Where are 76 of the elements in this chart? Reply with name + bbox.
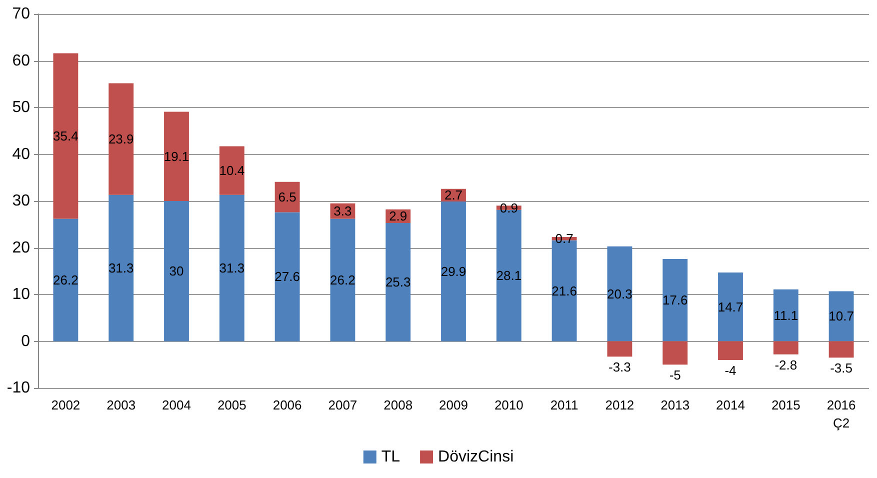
x-tick-label: 2012 — [605, 398, 634, 412]
data-label: 20.3 — [607, 286, 632, 302]
y-tick-label: 40 — [12, 146, 30, 163]
data-label: 35.4 — [53, 128, 78, 144]
bar — [330, 218, 356, 342]
data-label: 2.7 — [444, 188, 463, 203]
data-label: 14.7 — [718, 299, 744, 314]
bar — [662, 341, 688, 365]
bar — [773, 341, 798, 354]
x-tick-label: 2009 — [439, 398, 468, 412]
bar — [53, 218, 78, 342]
x-tick-label: 2015 — [771, 398, 800, 412]
bar — [164, 112, 189, 201]
bar — [219, 194, 244, 342]
x-tick-label: 2003 — [106, 398, 136, 412]
y-tick-label: 50 — [12, 99, 30, 116]
data-label: 6.5 — [278, 190, 296, 205]
data-label: 21.6 — [552, 283, 577, 298]
data-label: -4 — [724, 362, 736, 378]
bar — [164, 201, 189, 342]
y-tick-label: 60 — [12, 52, 30, 70]
bar — [773, 289, 798, 342]
data-label: 11.1 — [774, 308, 798, 323]
data-label: 26.2 — [53, 272, 78, 288]
data-label: 23.9 — [108, 132, 134, 147]
x-tick-label: 2008 — [384, 398, 413, 412]
bar — [386, 222, 411, 342]
x-tick-label: 2004 — [162, 398, 191, 412]
data-label: -3.3 — [608, 360, 631, 375]
bar — [828, 291, 854, 342]
bar — [108, 83, 134, 195]
data-label: -3.5 — [830, 360, 853, 376]
bar — [108, 194, 134, 342]
data-label: 28.1 — [496, 268, 522, 284]
y-tick-label: 10 — [12, 286, 30, 303]
data-label: 27.6 — [274, 269, 300, 284]
data-label: 25.3 — [385, 274, 411, 290]
legend-label: DövizCinsi — [438, 448, 514, 466]
data-label: 29.9 — [440, 264, 466, 279]
data-label: 19.1 — [164, 148, 190, 164]
x-tick-label: 2011 — [550, 398, 578, 412]
x-tick-label: 2014 — [716, 398, 745, 412]
data-label: 31.3 — [108, 260, 134, 276]
bar — [441, 201, 466, 342]
legend-label: TL — [381, 448, 400, 466]
data-label: 10.7 — [828, 308, 854, 324]
x-tick-label: 2010 — [494, 398, 524, 412]
bar — [53, 53, 78, 219]
bar — [662, 258, 688, 342]
data-label: 31.3 — [219, 260, 245, 276]
x-tick-label: 2013 — [660, 398, 690, 412]
y-tick-label: 30 — [12, 192, 30, 210]
y-tick-label: 0 — [21, 332, 30, 350]
y-tick-label: 20 — [12, 239, 30, 256]
data-label: 17.6 — [662, 292, 688, 308]
data-label: 30 — [169, 264, 184, 279]
x-tick-label: 2016 Ç2 — [826, 398, 856, 430]
data-label: 10.4 — [219, 163, 245, 178]
bar — [219, 146, 244, 195]
bar — [828, 341, 854, 358]
y-tick-label: 70 — [12, 6, 30, 22]
data-label: 2.9 — [389, 208, 408, 224]
x-tick-label: 2007 — [328, 398, 358, 412]
bar — [274, 212, 300, 342]
x-tick-label: 2006 — [272, 398, 302, 412]
x-tick-label: 2005 — [217, 398, 246, 412]
bar — [607, 341, 632, 357]
data-label: -2.8 — [774, 357, 798, 372]
data-label: -5 — [669, 368, 681, 383]
y-tick-label: -10 — [6, 380, 30, 396]
bar — [607, 246, 632, 342]
bar — [718, 272, 743, 342]
bar — [718, 341, 743, 360]
x-tick-label: 2002 — [51, 398, 80, 412]
data-label: 3.3 — [334, 204, 352, 219]
data-label: 26.2 — [330, 272, 356, 288]
